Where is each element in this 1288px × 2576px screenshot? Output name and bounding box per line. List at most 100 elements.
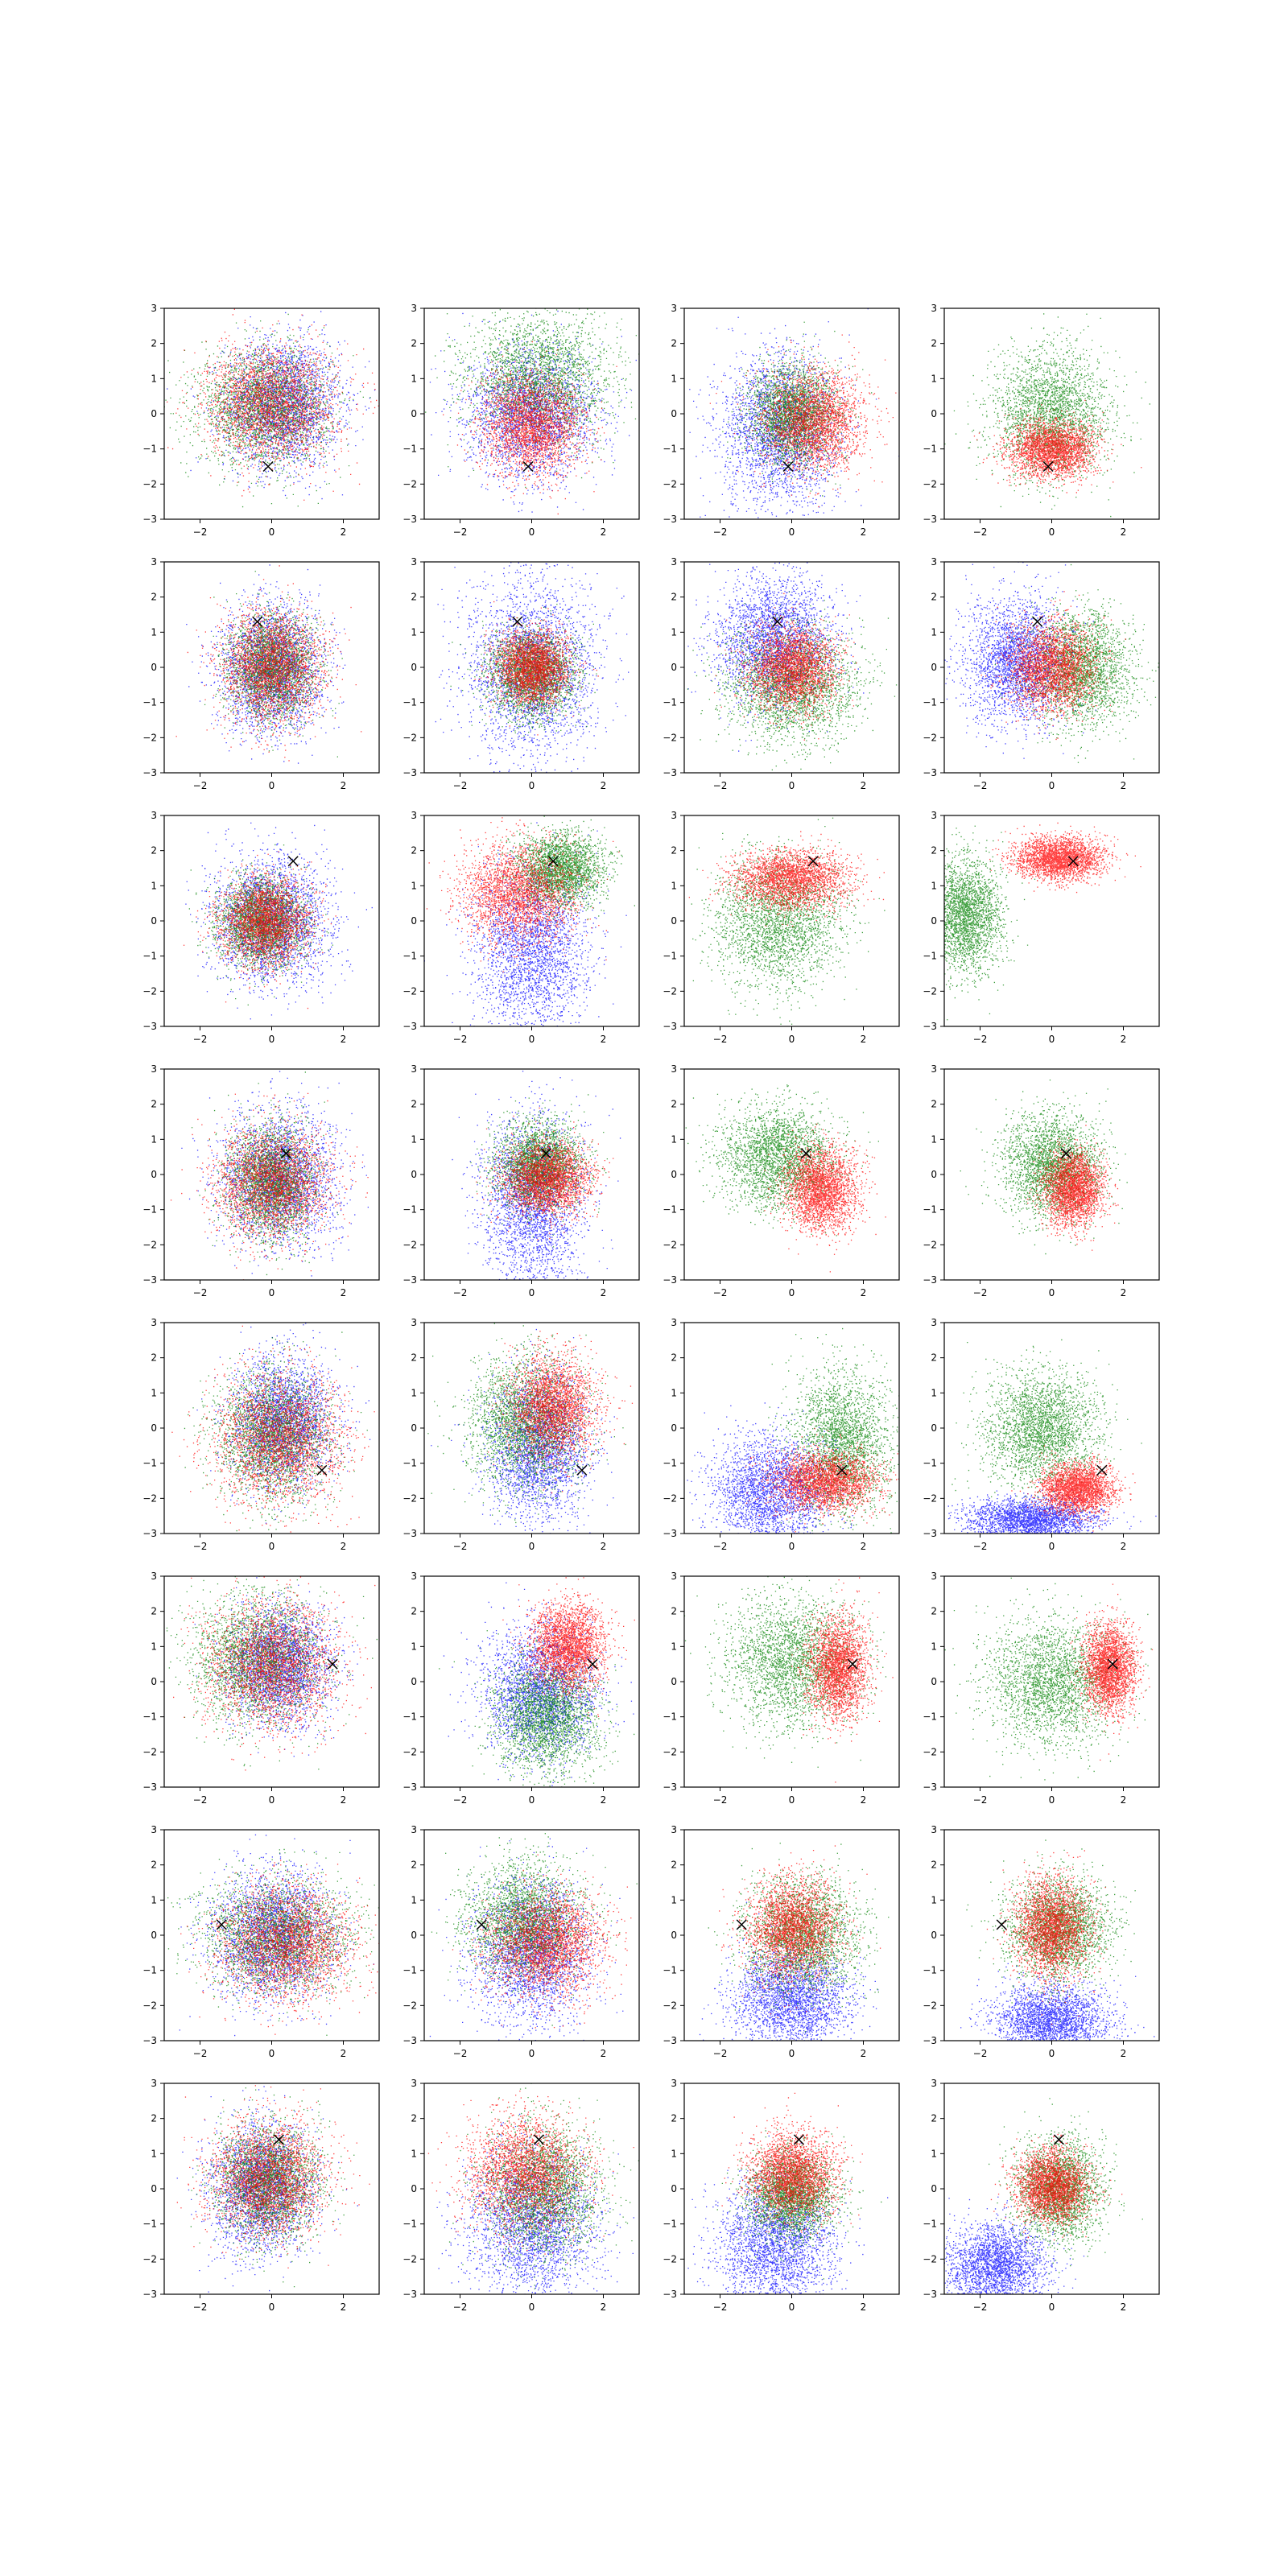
x-tick-label: 2 bbox=[861, 780, 867, 791]
y-tick-label: 3 bbox=[411, 810, 417, 821]
y-tick-label: −1 bbox=[142, 951, 157, 962]
y-tick-label: 1 bbox=[671, 2148, 677, 2159]
y-tick-label: 3 bbox=[151, 303, 157, 314]
x-tick-label: 0 bbox=[269, 780, 275, 791]
y-tick-label: 0 bbox=[411, 1169, 417, 1180]
x-marker bbox=[997, 1920, 1006, 1930]
y-tick-label: 1 bbox=[671, 626, 677, 638]
y-tick-label: 1 bbox=[411, 1387, 417, 1398]
y-tick-label: −3 bbox=[402, 1021, 417, 1032]
y-tick-label: −3 bbox=[663, 1781, 677, 1793]
x-tick-label: 0 bbox=[269, 1034, 275, 1045]
y-tick-label: −3 bbox=[663, 1528, 677, 1539]
y-tick-label: −2 bbox=[663, 478, 677, 489]
y-tick-label: 0 bbox=[671, 2183, 677, 2194]
y-tick-label: 2 bbox=[931, 1099, 937, 1110]
scatter-points bbox=[710, 335, 897, 508]
y-tick-label: 1 bbox=[151, 626, 157, 638]
x-tick-label: 2 bbox=[1121, 2301, 1127, 2313]
y-tick-label: −3 bbox=[142, 2289, 157, 2300]
y-tick-label: −1 bbox=[402, 1965, 417, 1976]
y-tick-label: −2 bbox=[663, 1239, 677, 1250]
scatter-series-red bbox=[989, 823, 1141, 893]
x-tick-label: 2 bbox=[341, 780, 347, 791]
y-tick-label: −3 bbox=[663, 2035, 677, 2046]
y-tick-label: 1 bbox=[671, 1641, 677, 1652]
y-tick-label: −3 bbox=[142, 767, 157, 778]
x-marker bbox=[317, 1465, 327, 1475]
y-tick-label: −3 bbox=[663, 1021, 677, 1032]
y-tick-label: 1 bbox=[151, 1387, 157, 1398]
y-tick-label: 2 bbox=[411, 338, 417, 349]
axes-frame bbox=[684, 1069, 899, 1280]
y-tick-label: −3 bbox=[663, 2289, 677, 2300]
y-tick-label: 1 bbox=[671, 1387, 677, 1398]
x-tick-label: −2 bbox=[713, 1794, 728, 1806]
x-tick-label: 0 bbox=[789, 526, 795, 538]
y-tick-label: −3 bbox=[402, 2035, 417, 2046]
y-tick-label: 3 bbox=[671, 556, 677, 568]
y-tick-label: 3 bbox=[931, 303, 937, 314]
x-tick-label: −2 bbox=[713, 2048, 728, 2059]
y-tick-label: 2 bbox=[151, 2113, 157, 2124]
x-tick-label: 0 bbox=[1049, 1541, 1055, 1552]
y-tick-label: −1 bbox=[663, 444, 677, 455]
y-tick-label: 0 bbox=[411, 662, 417, 673]
y-tick-label: −2 bbox=[663, 2000, 677, 2011]
x-tick-label: −2 bbox=[973, 1287, 988, 1298]
x-tick-label: 0 bbox=[269, 2301, 275, 2313]
y-tick-label: 2 bbox=[931, 592, 937, 603]
y-tick-label: 1 bbox=[151, 2148, 157, 2159]
x-tick-label: 2 bbox=[601, 526, 607, 538]
scatter-points bbox=[764, 1124, 886, 1273]
y-tick-label: −1 bbox=[663, 1965, 677, 1976]
y-tick-label: −3 bbox=[402, 1528, 417, 1539]
y-tick-label: 0 bbox=[411, 915, 417, 927]
y-tick-label: −3 bbox=[923, 767, 937, 778]
x-tick-label: 2 bbox=[601, 2301, 607, 2313]
y-tick-label: −1 bbox=[923, 951, 937, 962]
y-tick-label: −1 bbox=[402, 2219, 417, 2230]
y-tick-label: 3 bbox=[931, 2078, 937, 2089]
x-tick-label: 2 bbox=[341, 526, 347, 538]
axes-frame bbox=[164, 815, 379, 1026]
x-tick-label: 2 bbox=[341, 2301, 347, 2313]
scatter-points bbox=[1027, 1125, 1119, 1250]
y-tick-label: −3 bbox=[663, 1274, 677, 1286]
x-tick-label: 0 bbox=[789, 2301, 795, 2313]
y-tick-label: 1 bbox=[151, 1894, 157, 1905]
scatter-series-red bbox=[710, 335, 897, 508]
y-tick-label: 0 bbox=[151, 915, 157, 927]
y-tick-label: 3 bbox=[411, 1824, 417, 1835]
y-tick-label: −2 bbox=[923, 985, 937, 997]
y-tick-label: 3 bbox=[671, 1317, 677, 1328]
y-tick-label: −3 bbox=[142, 1781, 157, 1793]
y-tick-label: 2 bbox=[411, 2113, 417, 2124]
y-tick-label: 2 bbox=[151, 845, 157, 857]
scatter-series-green bbox=[766, 1328, 902, 1535]
x-tick-label: 2 bbox=[1121, 780, 1127, 791]
y-tick-label: −2 bbox=[923, 1746, 937, 1757]
x-tick-label: 2 bbox=[601, 1541, 607, 1552]
x-tick-label: 0 bbox=[529, 1034, 535, 1045]
y-tick-label: −2 bbox=[663, 1746, 677, 1757]
x-tick-label: 2 bbox=[861, 1541, 867, 1552]
y-tick-label: −2 bbox=[923, 732, 937, 743]
y-tick-label: 3 bbox=[931, 1063, 937, 1075]
x-tick-label: 2 bbox=[861, 1794, 867, 1806]
y-tick-label: 1 bbox=[151, 373, 157, 384]
x-marker bbox=[1054, 2135, 1063, 2145]
y-tick-label: 0 bbox=[671, 1930, 677, 1941]
x-tick-label: −2 bbox=[713, 780, 728, 791]
x-tick-label: 0 bbox=[1049, 1034, 1055, 1045]
y-tick-label: 2 bbox=[931, 1606, 937, 1617]
scatter-points bbox=[488, 1331, 633, 1493]
